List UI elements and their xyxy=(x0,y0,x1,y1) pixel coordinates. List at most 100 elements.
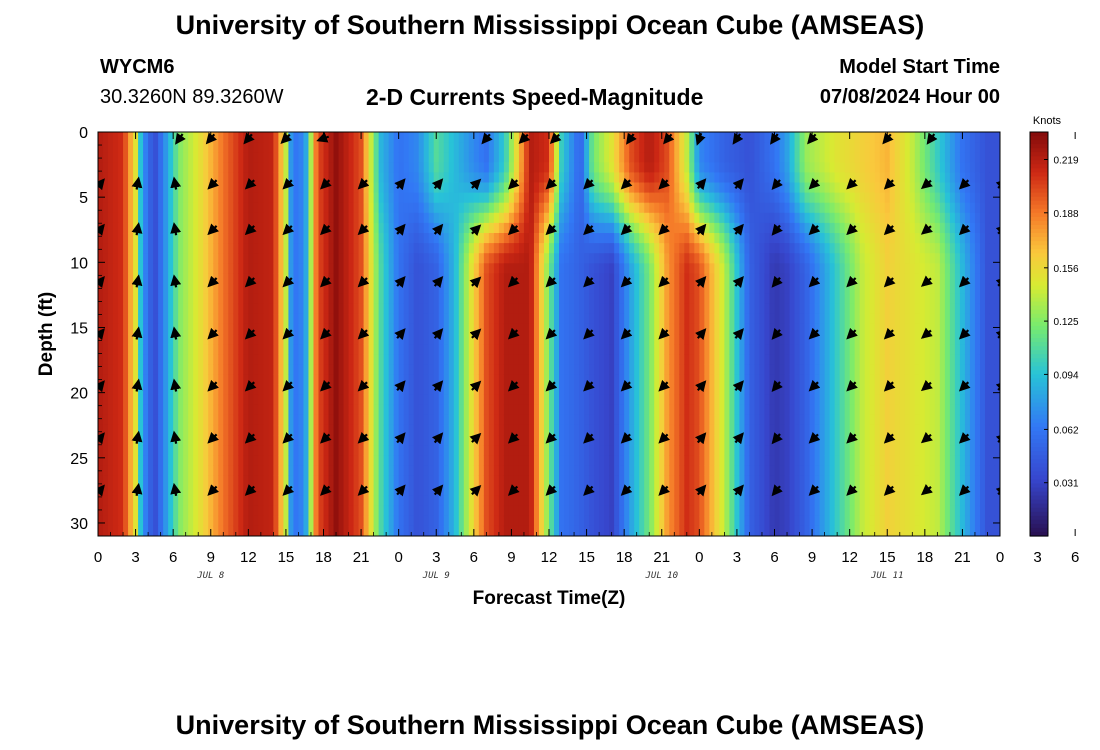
heat-cell xyxy=(173,263,179,274)
heat-cell xyxy=(554,505,560,517)
heat-cell xyxy=(353,243,360,254)
heat-cell xyxy=(188,515,194,527)
heat-cell xyxy=(554,354,560,365)
heat-cell xyxy=(268,273,274,285)
heat-cell xyxy=(133,445,139,456)
heat-cell xyxy=(128,364,134,375)
heat-cell xyxy=(523,152,530,163)
heat-cell xyxy=(303,525,310,536)
heat-cell xyxy=(393,313,400,325)
heat-cell xyxy=(654,202,660,214)
heat-cell xyxy=(113,243,119,254)
heat-cell xyxy=(564,313,570,325)
heat-cell xyxy=(158,263,164,274)
heat-cell xyxy=(188,384,194,396)
heat-cell xyxy=(564,515,570,527)
heat-cell xyxy=(689,323,695,335)
heat-cell xyxy=(153,334,159,345)
heat-cell xyxy=(423,455,430,466)
heat-cell xyxy=(503,475,510,487)
heat-cell xyxy=(373,465,380,476)
heat-cell xyxy=(403,404,410,416)
heat-cell xyxy=(644,263,650,274)
heat-cell xyxy=(574,475,580,487)
heat-cell xyxy=(574,162,580,173)
heat-cell xyxy=(543,192,550,204)
heat-cell xyxy=(413,414,420,426)
heat-cell xyxy=(543,505,550,517)
heat-cell xyxy=(599,132,605,143)
heat-cell xyxy=(523,142,530,153)
heat-cell xyxy=(138,445,144,456)
heat-cell xyxy=(193,404,199,416)
heat-cell xyxy=(338,344,345,355)
heat-cell xyxy=(113,364,119,375)
heat-cell xyxy=(343,142,350,153)
heat-cell xyxy=(308,222,315,234)
heat-cell xyxy=(629,525,635,536)
heat-cell xyxy=(594,505,600,517)
heat-cell xyxy=(233,212,239,224)
heat-cell xyxy=(208,394,214,406)
heat-cell xyxy=(714,323,720,335)
heat-cell xyxy=(358,202,365,214)
heat-cell xyxy=(333,152,340,163)
heat-cell xyxy=(438,162,445,173)
heat-cell xyxy=(273,364,279,375)
heat-cell xyxy=(669,293,675,305)
heat-cell xyxy=(679,283,685,295)
heat-cell xyxy=(719,222,725,234)
heat-cell xyxy=(248,263,254,274)
heat-cell xyxy=(203,424,209,436)
heat-cell xyxy=(338,323,345,335)
heat-cell xyxy=(433,303,440,315)
heat-cell xyxy=(569,293,575,305)
heat-cell xyxy=(589,212,595,224)
heat-cell xyxy=(303,132,310,143)
heat-cell xyxy=(193,142,199,153)
heat-cell xyxy=(353,424,360,436)
heat-cell xyxy=(468,475,475,487)
heat-cell xyxy=(689,182,695,194)
heat-cell xyxy=(273,303,279,315)
heat-cell xyxy=(503,283,510,295)
heat-cell xyxy=(338,212,345,224)
heat-cell xyxy=(273,445,279,456)
heat-cell xyxy=(158,293,164,305)
heat-cell xyxy=(153,233,159,244)
heat-cell xyxy=(378,313,385,325)
heat-cell xyxy=(223,475,229,487)
heat-cell xyxy=(624,243,630,254)
heat-cell xyxy=(118,303,124,315)
heat-cell xyxy=(493,283,500,295)
heat-cell xyxy=(644,354,650,365)
heat-cell xyxy=(604,222,610,234)
heat-cell xyxy=(463,344,470,355)
heat-cell xyxy=(513,142,520,153)
heat-cell xyxy=(594,485,600,497)
heat-cell xyxy=(423,253,430,264)
heat-cell xyxy=(498,202,505,214)
heat-cell xyxy=(198,202,204,214)
heat-cell xyxy=(273,344,279,355)
heat-cell xyxy=(554,202,560,214)
heat-cell xyxy=(298,424,305,436)
heat-cell xyxy=(463,293,470,305)
heat-cell xyxy=(368,132,375,143)
heat-cell xyxy=(248,303,254,315)
heat-cell xyxy=(348,475,355,487)
heat-cell xyxy=(679,344,685,355)
heat-cell xyxy=(158,172,164,184)
heat-cell xyxy=(518,404,525,416)
heat-cell xyxy=(684,253,690,264)
heat-cell xyxy=(203,192,209,204)
heat-cell xyxy=(619,212,625,224)
heat-cell xyxy=(639,394,645,406)
heat-cell xyxy=(538,202,545,214)
heat-cell xyxy=(333,222,340,234)
heat-cell xyxy=(483,475,490,487)
heat-cell xyxy=(574,465,580,476)
heat-cell xyxy=(393,162,400,173)
heat-cell xyxy=(689,202,695,214)
heat-cell xyxy=(168,384,174,396)
